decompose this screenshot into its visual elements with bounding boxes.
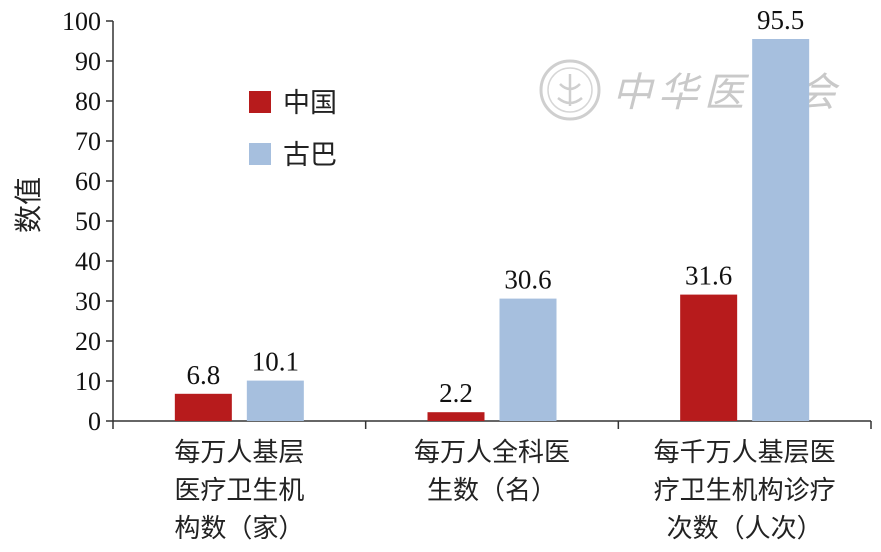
data-label: 6.8 (186, 360, 220, 390)
data-label: 2.2 (439, 378, 473, 408)
bar (752, 39, 810, 421)
y-tick-label: 0 (88, 407, 101, 436)
y-tick-label: 70 (75, 127, 101, 156)
legend-swatch (249, 143, 271, 165)
x-axis (112, 420, 872, 429)
medical-association-seal-icon (539, 59, 601, 121)
legend-swatch (249, 91, 271, 113)
category-labels: 每万人基层医疗卫生机构数（家） 每万人全科医生数（名） 每千万人基层医疗卫生机构诊疗… (174, 438, 835, 544)
y-axis-label: 数值 (12, 177, 45, 233)
category-label: 每万人基层医疗卫生机构数（家） (174, 438, 304, 544)
y-tick-label: 30 (75, 287, 101, 316)
legend-label: 中国 (283, 88, 337, 119)
bar (499, 298, 557, 421)
bar (427, 412, 485, 421)
y-tick-label: 80 (75, 87, 101, 116)
bars (174, 39, 810, 421)
y-tick-label: 10 (75, 367, 101, 396)
bar (174, 393, 232, 421)
legend-label: 古巴 (283, 140, 337, 171)
data-label: 31.6 (685, 261, 732, 291)
bar (246, 380, 304, 421)
y-tick-label: 90 (75, 47, 101, 76)
y-tick-label: 100 (62, 7, 101, 36)
data-label: 30.6 (504, 265, 551, 295)
data-label: 95.5 (757, 5, 804, 35)
y-tick-label: 20 (75, 327, 101, 356)
y-tick-label: 40 (75, 247, 101, 276)
y-tick-label: 60 (75, 167, 101, 196)
bar (680, 294, 738, 421)
data-labels: 6.8 10.1 2.2 30.6 31.6 95.5 (186, 5, 804, 408)
y-axis: 0 10 20 30 40 50 60 70 80 90 100 (62, 7, 114, 436)
category-label: 每千万人基层医疗卫生机构诊疗次数（人次） (654, 438, 836, 544)
y-tick-label: 50 (75, 207, 101, 236)
data-label: 10.1 (252, 347, 299, 377)
category-label: 每万人全科医生数（名） (414, 438, 570, 506)
